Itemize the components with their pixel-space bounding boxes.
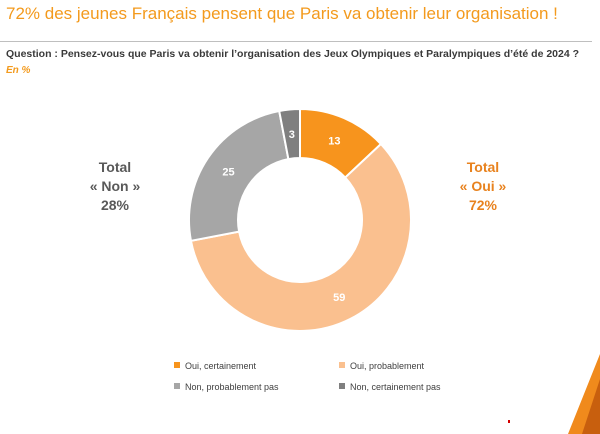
total-oui-block: Total « Oui » 72% — [438, 158, 528, 215]
total-non-value: 28% — [100, 197, 130, 213]
legend-item-non-certainement-pas: Non, certainement pas — [339, 382, 441, 392]
legend-label-non-probablement-pas: Non, probablement pas — [185, 382, 279, 392]
donut-chart: 13 59 25 3 — [188, 107, 412, 332]
legend-item-oui-probablement: Oui, probablement — [339, 361, 424, 371]
data-label-non-certainement-pas: 3 — [289, 129, 295, 141]
legend-item-non-probablement-pas: Non, probablement pas — [174, 382, 279, 392]
legend-item-oui-certainement: Oui, certainement — [174, 361, 256, 371]
unit-label: En % — [6, 65, 31, 76]
data-label-non-probablement-pas: 25 — [222, 166, 234, 178]
data-label-oui-certainement: 13 — [328, 136, 340, 148]
legend-label-oui-certainement: Oui, certainement — [185, 361, 257, 371]
decorative-red-mark — [508, 420, 510, 423]
legend-swatch-non-certainement-pas — [339, 383, 345, 389]
donut-slice-oui-probablement — [189, 142, 412, 332]
survey-question: Question : Pensez-vous que Paris va obte… — [6, 48, 580, 60]
legend-swatch-oui-probablement — [339, 362, 345, 368]
total-non-title: Total — [98, 159, 132, 175]
total-non-block: Total « Non » 28% — [70, 158, 160, 215]
legend-swatch-non-probablement-pas — [174, 383, 180, 389]
legend-swatch-oui-certainement — [174, 362, 180, 368]
total-oui-label: « Oui » — [459, 178, 507, 194]
data-label-oui-probablement: 59 — [333, 292, 345, 304]
donut-slice-non-certainement-pas — [278, 107, 301, 161]
page-title: 72% des jeunes Français pensent que Pari… — [6, 4, 558, 23]
total-oui-title: Total — [466, 159, 500, 175]
legend-label-non-certainement-pas: Non, certainement pas — [350, 382, 441, 392]
donut-slice-non-probablement-pas — [188, 109, 290, 242]
header-divider — [0, 41, 592, 42]
total-oui-value: 72% — [468, 197, 498, 213]
corner-accent-shape — [568, 354, 600, 434]
total-non-label: « Non » — [89, 178, 141, 194]
legend-label-oui-probablement: Oui, probablement — [350, 361, 425, 371]
